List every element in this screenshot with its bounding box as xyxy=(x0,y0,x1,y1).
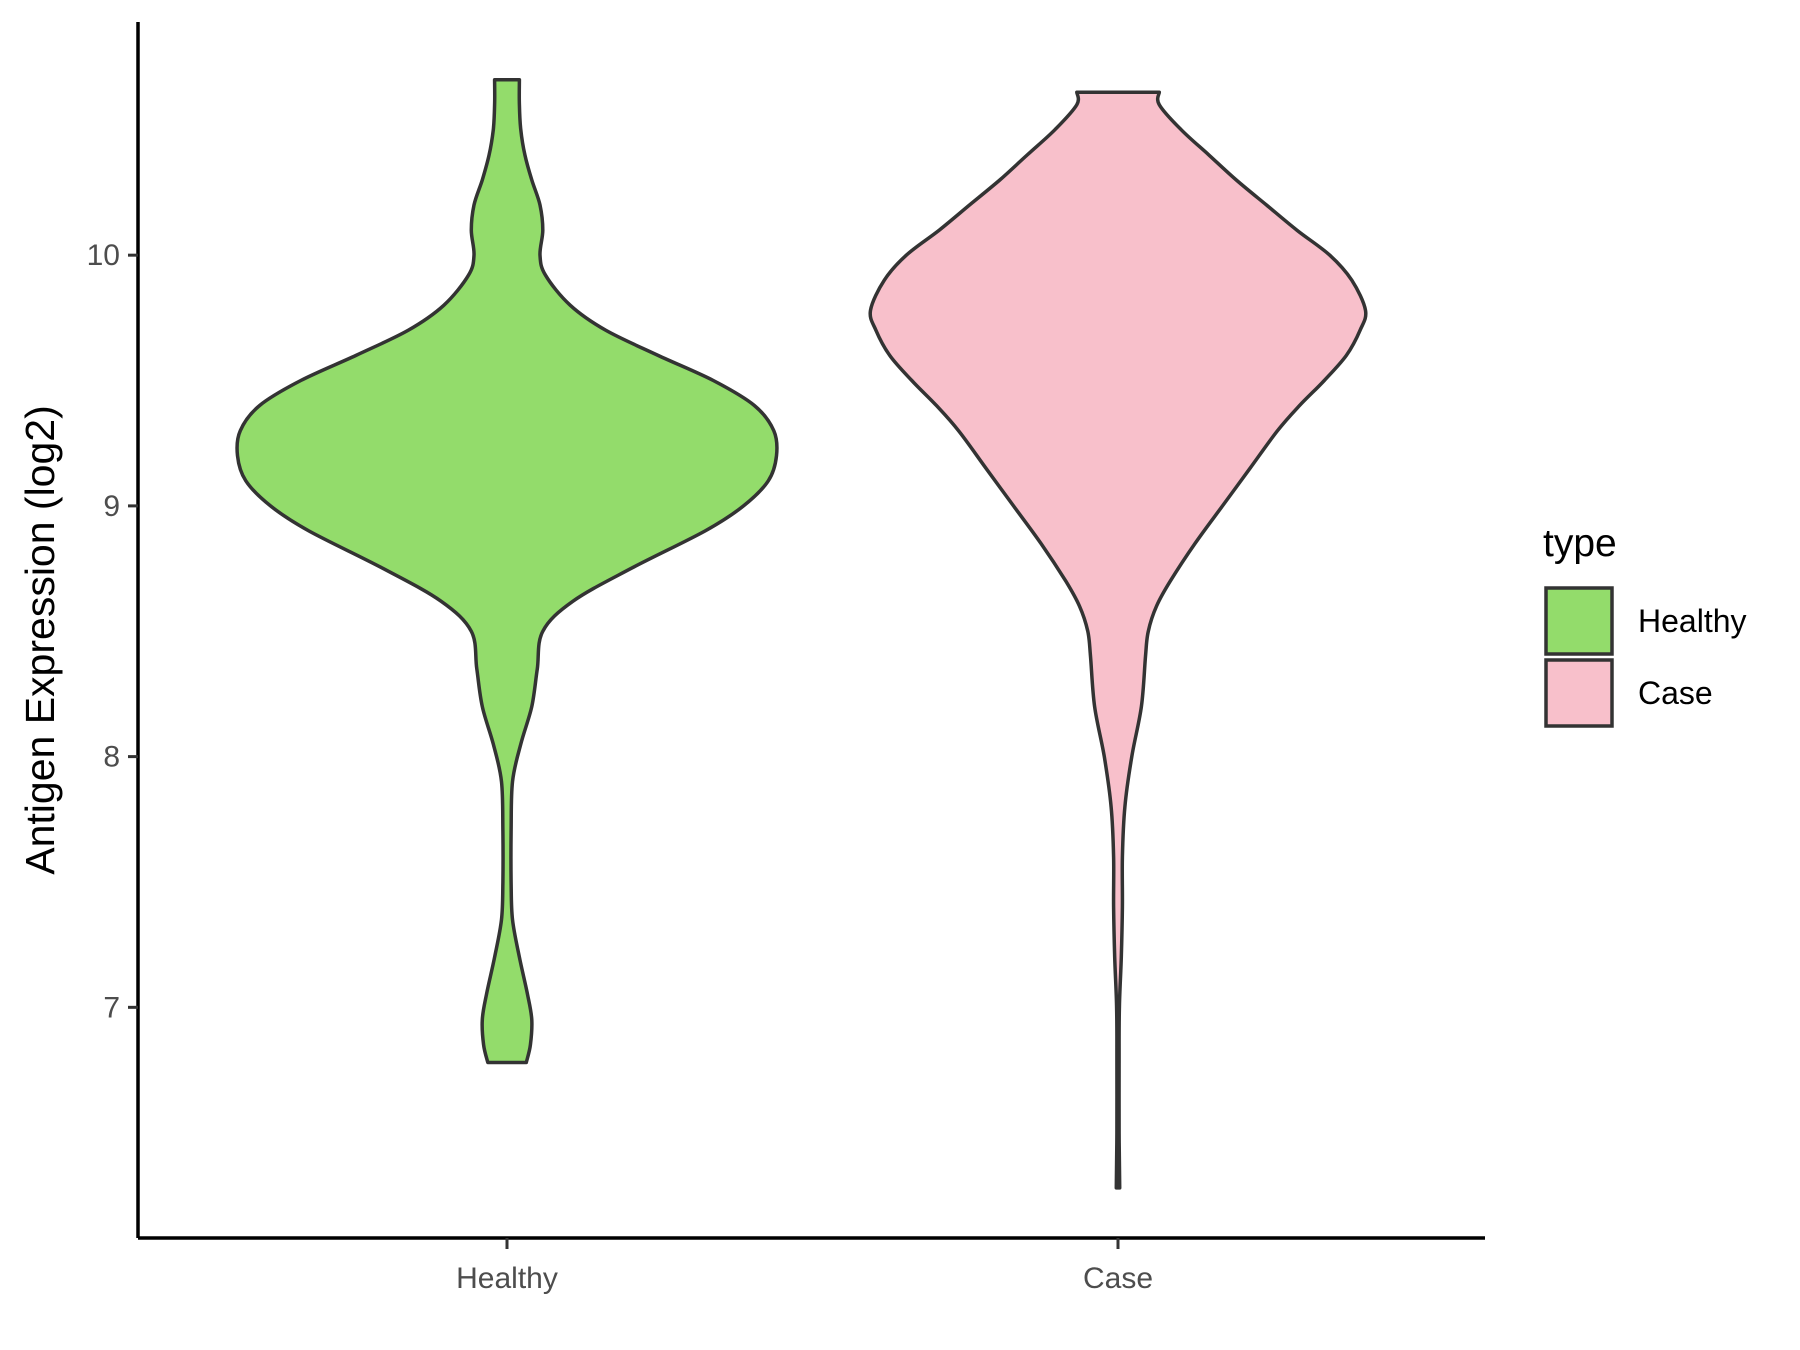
y-axis-title: Antigen Expression (log2) xyxy=(17,405,63,874)
legend-swatch-healthy xyxy=(1544,586,1614,656)
y-tick-label: 10 xyxy=(87,239,120,272)
y-tick-label: 9 xyxy=(103,490,120,523)
legend: type Healthy Case xyxy=(1543,522,1747,728)
violin-case xyxy=(868,90,1368,1190)
legend-title: type xyxy=(1543,522,1617,565)
x-tick-label: Healthy xyxy=(456,1262,558,1295)
legend-label-case: Case xyxy=(1638,675,1713,711)
y-tick-label: 8 xyxy=(103,741,120,774)
violin-healthy xyxy=(235,77,779,1065)
legend-swatch-case xyxy=(1544,658,1614,728)
legend-label-healthy: Healthy xyxy=(1638,603,1747,639)
axes-layer: 7 8 9 10 Healthy Case Antigen Expression (log2… xyxy=(17,22,1485,1295)
y-tick-label: 7 xyxy=(103,991,120,1024)
x-tick-label: Case xyxy=(1083,1262,1153,1295)
violins-layer xyxy=(235,77,1368,1190)
